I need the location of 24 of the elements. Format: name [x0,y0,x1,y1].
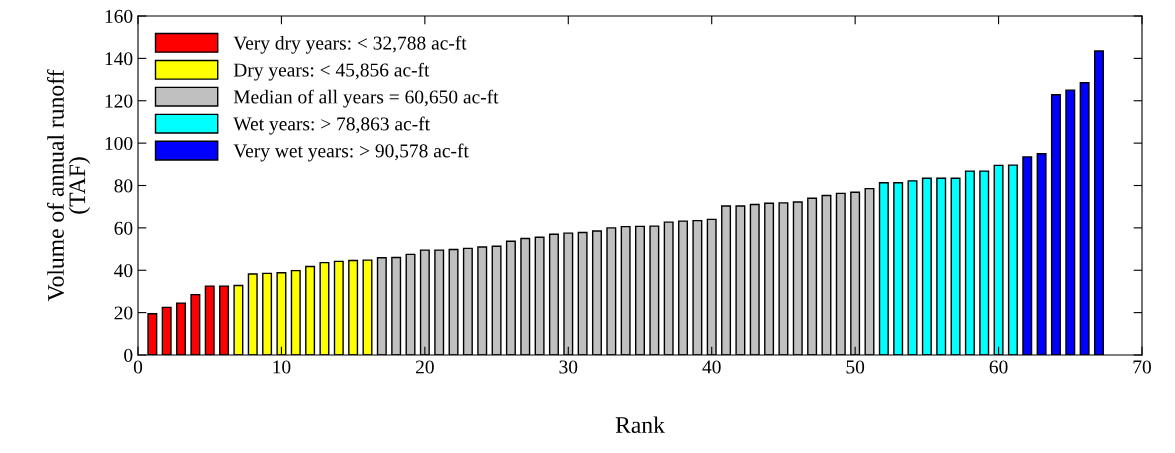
y-tick-label: 60 [114,221,133,235]
legend-label: Very wet years: > 90,578 ac-ft [233,143,469,162]
x-tick-label: 10 [273,360,291,374]
y-axis-title: Volume of annual runoff (TAF) [47,69,91,302]
x-tick-label: 50 [846,360,865,374]
y-tick-label: 160 [105,9,133,23]
legend-label: Dry years: < 45,856 ac-ft [233,62,430,81]
x-tick-label: 30 [559,360,578,374]
y-tick-label: 140 [105,52,133,66]
y-tick-label: 0 [124,348,133,362]
x-axis-title: Rank [615,416,665,433]
x-tick-label: 20 [415,360,434,374]
legend-label: Very dry years: < 32,788 ac-ft [233,35,467,54]
x-tick-label: 60 [989,360,1008,374]
x-tick-label: 0 [133,360,143,374]
y-tick-label: 80 [114,179,133,193]
x-tick-label: 40 [702,360,721,374]
y-tick-label: 40 [114,264,133,278]
legend-label: Median of all years = 60,650 ac-ft [233,89,499,108]
y-tick-label: 20 [114,306,133,320]
y-tick-label: 100 [105,136,133,151]
legend-label: Wet years: > 78,863 ac-ft [233,116,430,135]
x-tick-label: 70 [1133,360,1151,374]
y-tick-label: 120 [105,94,133,108]
